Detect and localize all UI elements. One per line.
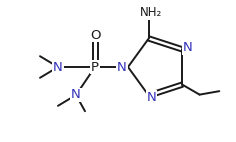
Text: N: N [182, 41, 192, 54]
Text: O: O [90, 29, 100, 41]
Text: N: N [71, 88, 81, 102]
Text: P: P [91, 60, 99, 74]
Text: NH₂: NH₂ [140, 6, 162, 19]
Text: N: N [117, 60, 127, 74]
Text: N: N [53, 60, 63, 74]
Text: N: N [147, 91, 157, 104]
